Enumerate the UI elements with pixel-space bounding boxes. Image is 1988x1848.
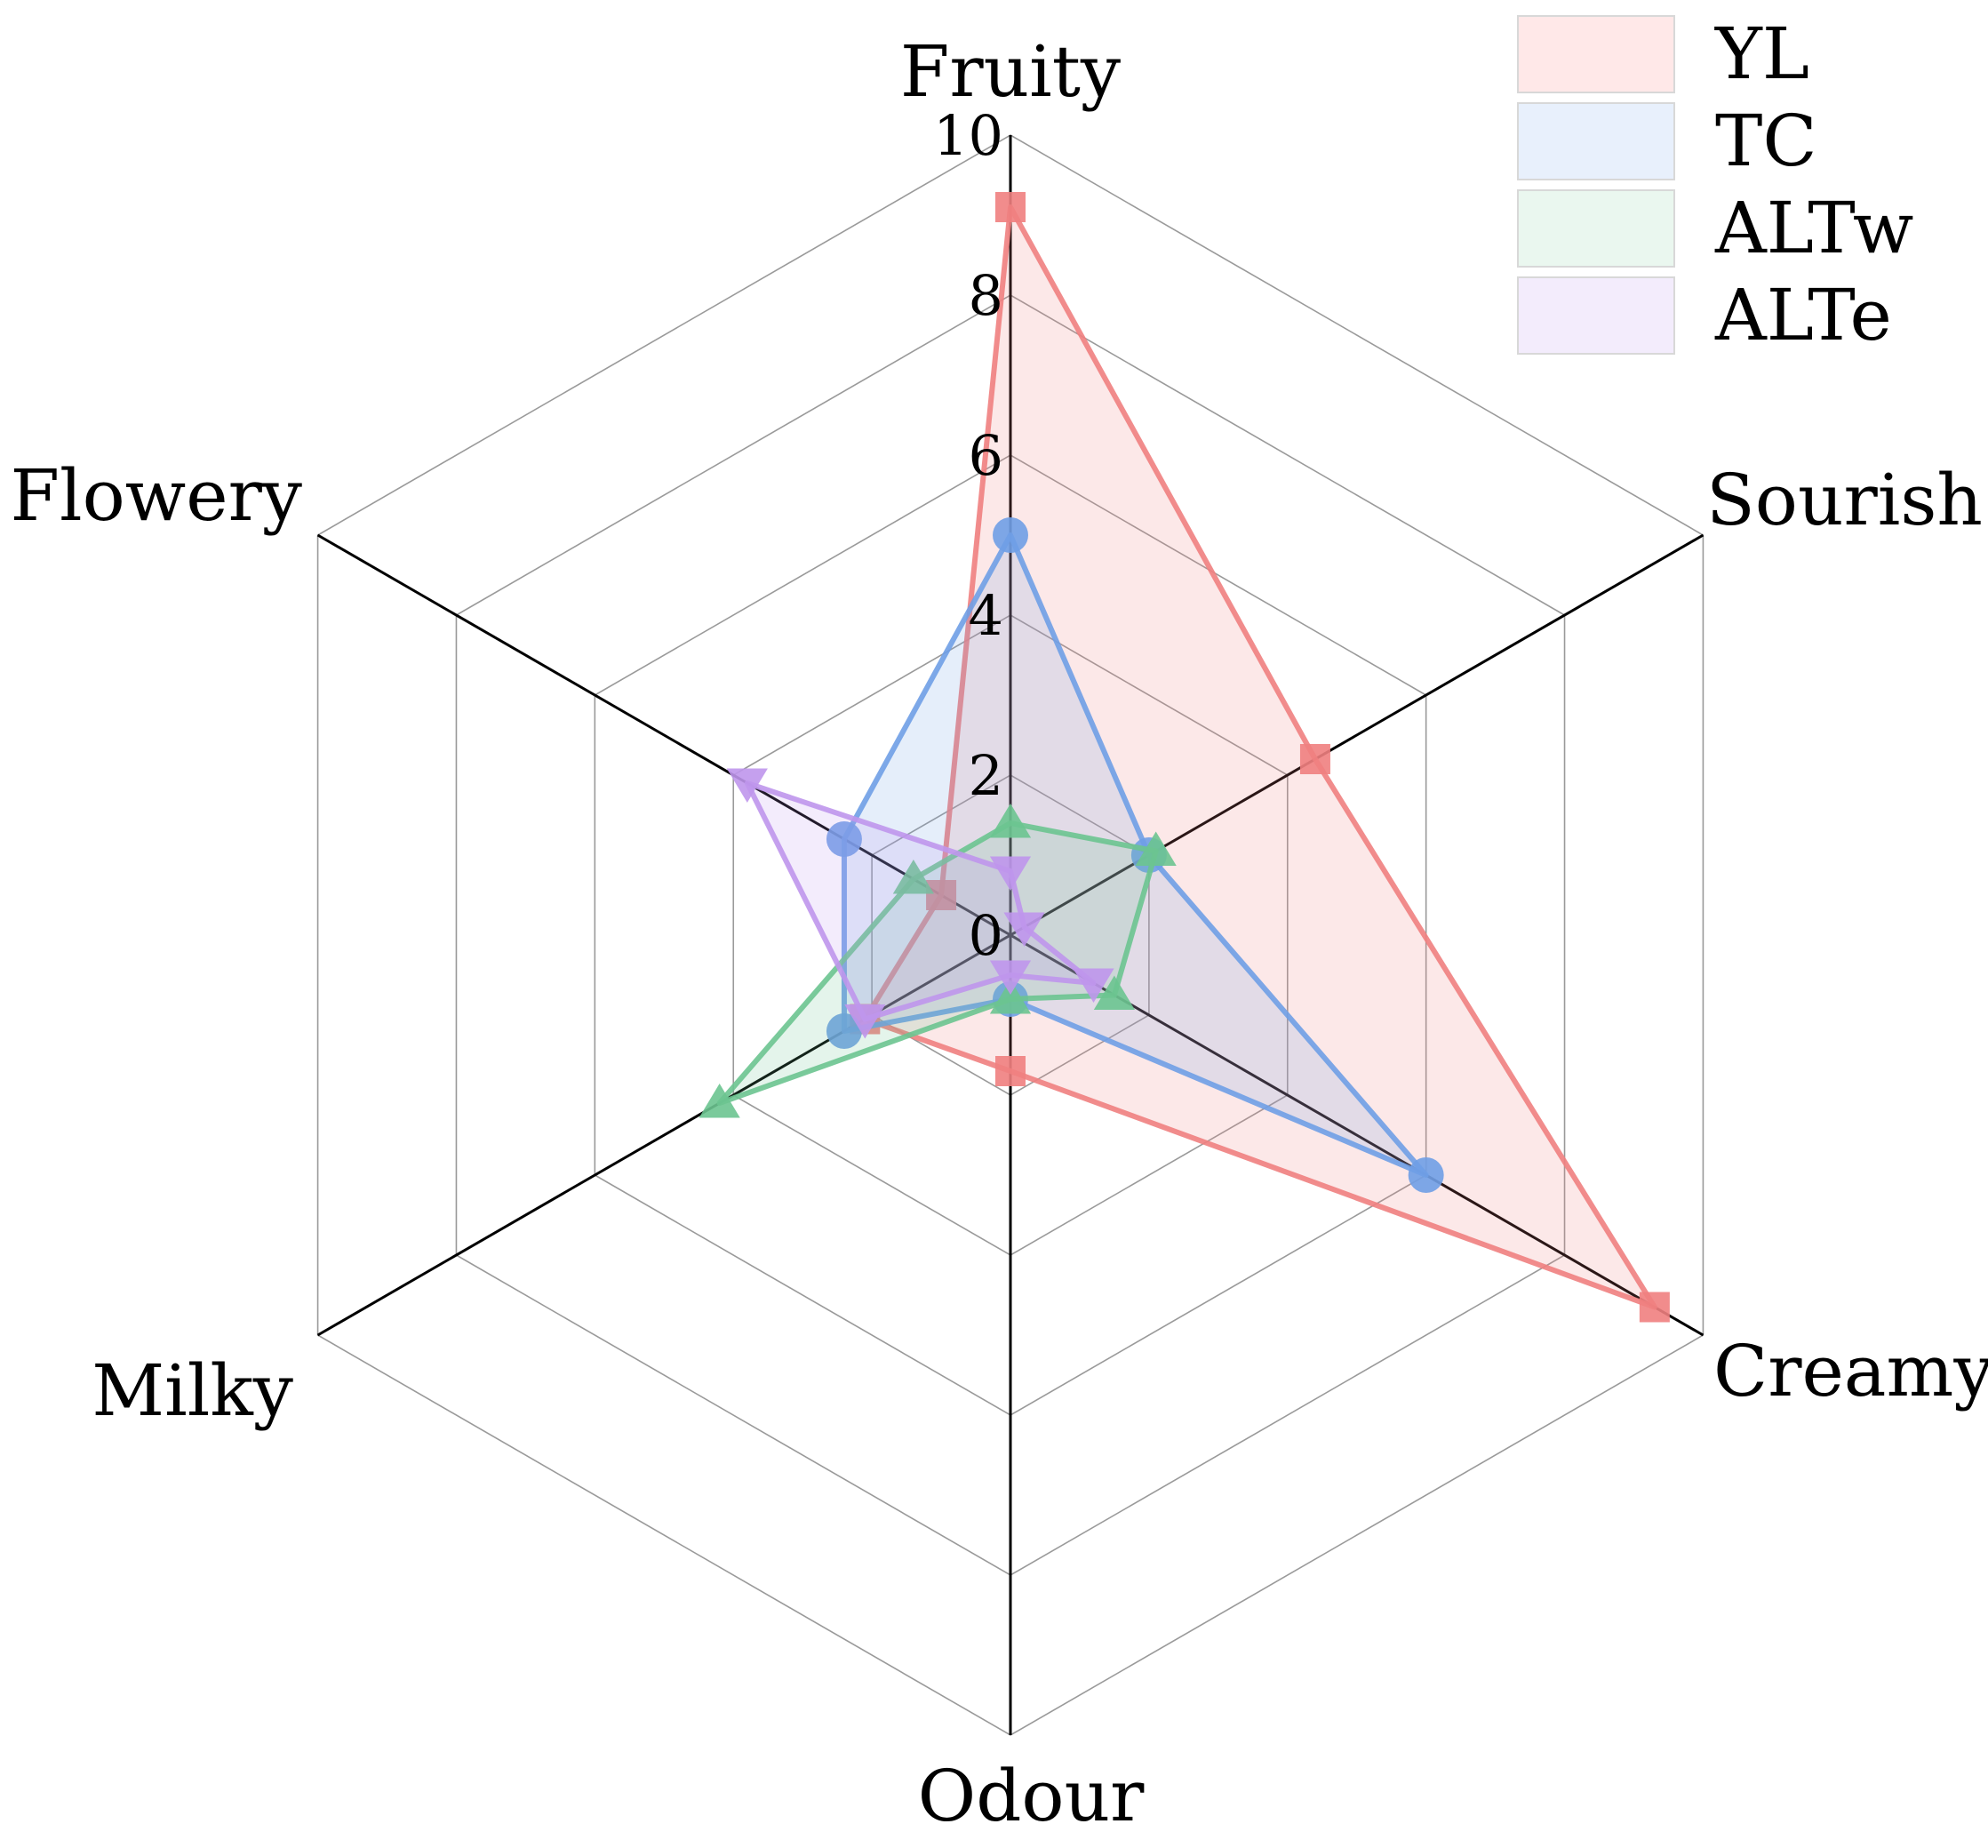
data-point-tc-fruity — [993, 517, 1028, 553]
series-alte — [726, 768, 1114, 1039]
data-point-altw-fruity — [989, 804, 1032, 838]
axis-label-fruity: Fruity — [900, 30, 1121, 113]
axis-line-milky — [316, 933, 1011, 1337]
legend-label-alte: ALTe — [1714, 274, 1892, 356]
legend-label-yl: YL — [1714, 12, 1809, 95]
data-point-alte-sourish — [1003, 912, 1045, 947]
tick-label-0: 0 — [969, 903, 1003, 968]
data-point-yl-fruity — [995, 192, 1026, 222]
data-point-alte-fruity — [989, 856, 1032, 891]
legend-label-altw: ALTw — [1714, 187, 1913, 269]
data-point-tc-flowery — [826, 821, 862, 857]
data-point-yl-creamy — [1639, 1292, 1670, 1323]
data-point-altw-creamy — [1093, 975, 1136, 1010]
legend-label-tc: TC — [1715, 100, 1817, 182]
data-point-yl-odour — [995, 1056, 1026, 1086]
axis-label-creamy: Creamy — [1713, 1330, 1988, 1412]
legend-swatch-yl — [1517, 15, 1675, 93]
tick-label-2: 2 — [969, 743, 1003, 808]
radar-axis-labels: Fruity Sourish Creamy Odour Milky Flowery — [10, 30, 1988, 1837]
axis-label-flowery: Flowery — [10, 454, 302, 537]
data-point-alte-milky — [844, 1004, 886, 1039]
data-point-altw-sourish — [1135, 831, 1177, 866]
tick-label-6: 6 — [969, 423, 1003, 488]
data-point-alte-flowery — [726, 768, 768, 803]
data-point-altw-odour — [989, 980, 1032, 1014]
axis-line-flowery — [316, 533, 1011, 937]
legend-swatch-alte — [1517, 276, 1675, 355]
legend-swatch-tc — [1517, 102, 1675, 180]
series-altw — [699, 804, 1177, 1118]
axis-line-sourish — [1010, 533, 1705, 937]
data-point-tc-creamy — [1408, 1157, 1444, 1193]
data-point-yl-flowery — [926, 880, 957, 910]
data-point-tc-milky — [826, 1013, 862, 1049]
axis-label-sourish: Sourish — [1706, 459, 1983, 541]
series-yl — [850, 192, 1670, 1323]
axis-label-milky: Milky — [92, 1349, 293, 1432]
data-point-altw-milky — [699, 1084, 740, 1118]
data-point-yl-sourish — [1299, 744, 1330, 774]
tick-label-4: 4 — [969, 583, 1003, 648]
axis-label-odour: Odour — [918, 1755, 1145, 1837]
tick-label-8: 8 — [969, 263, 1003, 328]
radar-series — [699, 192, 1670, 1323]
data-point-altw-flowery — [892, 860, 934, 894]
data-point-alte-creamy — [1073, 968, 1114, 1003]
legend-swatch-altw — [1517, 189, 1675, 268]
tick-label-10: 10 — [933, 103, 1003, 168]
radar-tick-labels: 0 2 4 6 8 10 — [933, 103, 1003, 968]
data-point-alte-odour — [989, 960, 1032, 995]
